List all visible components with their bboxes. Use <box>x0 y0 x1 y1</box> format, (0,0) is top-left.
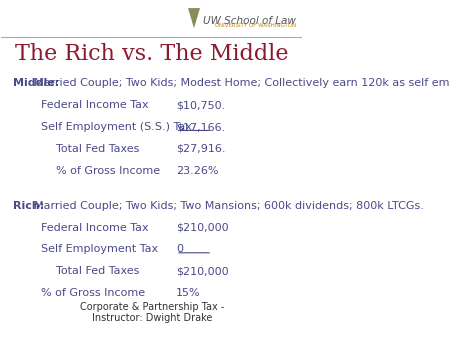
Text: 15%: 15% <box>176 288 201 298</box>
Text: Federal Income Tax: Federal Income Tax <box>40 223 148 233</box>
Text: Married Couple; Two Kids; Two Mansions; 600k dividends; 800k LTCGs.: Married Couple; Two Kids; Two Mansions; … <box>35 201 424 211</box>
Text: Middle:: Middle: <box>14 78 60 89</box>
Text: Self Employment Tax: Self Employment Tax <box>40 244 158 255</box>
Text: UW School of Law: UW School of Law <box>203 17 297 26</box>
Text: $27,916.: $27,916. <box>176 144 225 154</box>
Text: Self Employment (S.S.) Tax: Self Employment (S.S.) Tax <box>40 122 191 132</box>
Text: Corporate & Partnership Tax -
Instructor: Dwight Drake: Corporate & Partnership Tax - Instructor… <box>80 301 224 323</box>
Text: $17,166.: $17,166. <box>176 122 225 132</box>
Text: % of Gross Income: % of Gross Income <box>40 288 144 298</box>
Text: Rich:: Rich: <box>14 201 45 211</box>
Text: % of Gross Income: % of Gross Income <box>55 166 160 176</box>
Text: Total Fed Taxes: Total Fed Taxes <box>55 144 139 154</box>
Text: The Rich vs. The Middle: The Rich vs. The Middle <box>15 43 288 65</box>
Text: Federal Income Tax: Federal Income Tax <box>40 100 148 110</box>
Polygon shape <box>188 8 200 28</box>
Text: UNIVERSITY OF WASHINGTON: UNIVERSITY OF WASHINGTON <box>215 23 297 28</box>
Text: $210,000: $210,000 <box>176 223 229 233</box>
Text: Total Fed Taxes: Total Fed Taxes <box>55 266 139 276</box>
Text: $210,000: $210,000 <box>176 266 229 276</box>
Text: 23.26%: 23.26% <box>176 166 218 176</box>
Text: $10,750.: $10,750. <box>176 100 225 110</box>
Text: 0: 0 <box>176 244 183 255</box>
Text: Married Couple; Two Kids; Modest Home; Collectively earn 120k as self employed.: Married Couple; Two Kids; Modest Home; C… <box>35 78 450 89</box>
